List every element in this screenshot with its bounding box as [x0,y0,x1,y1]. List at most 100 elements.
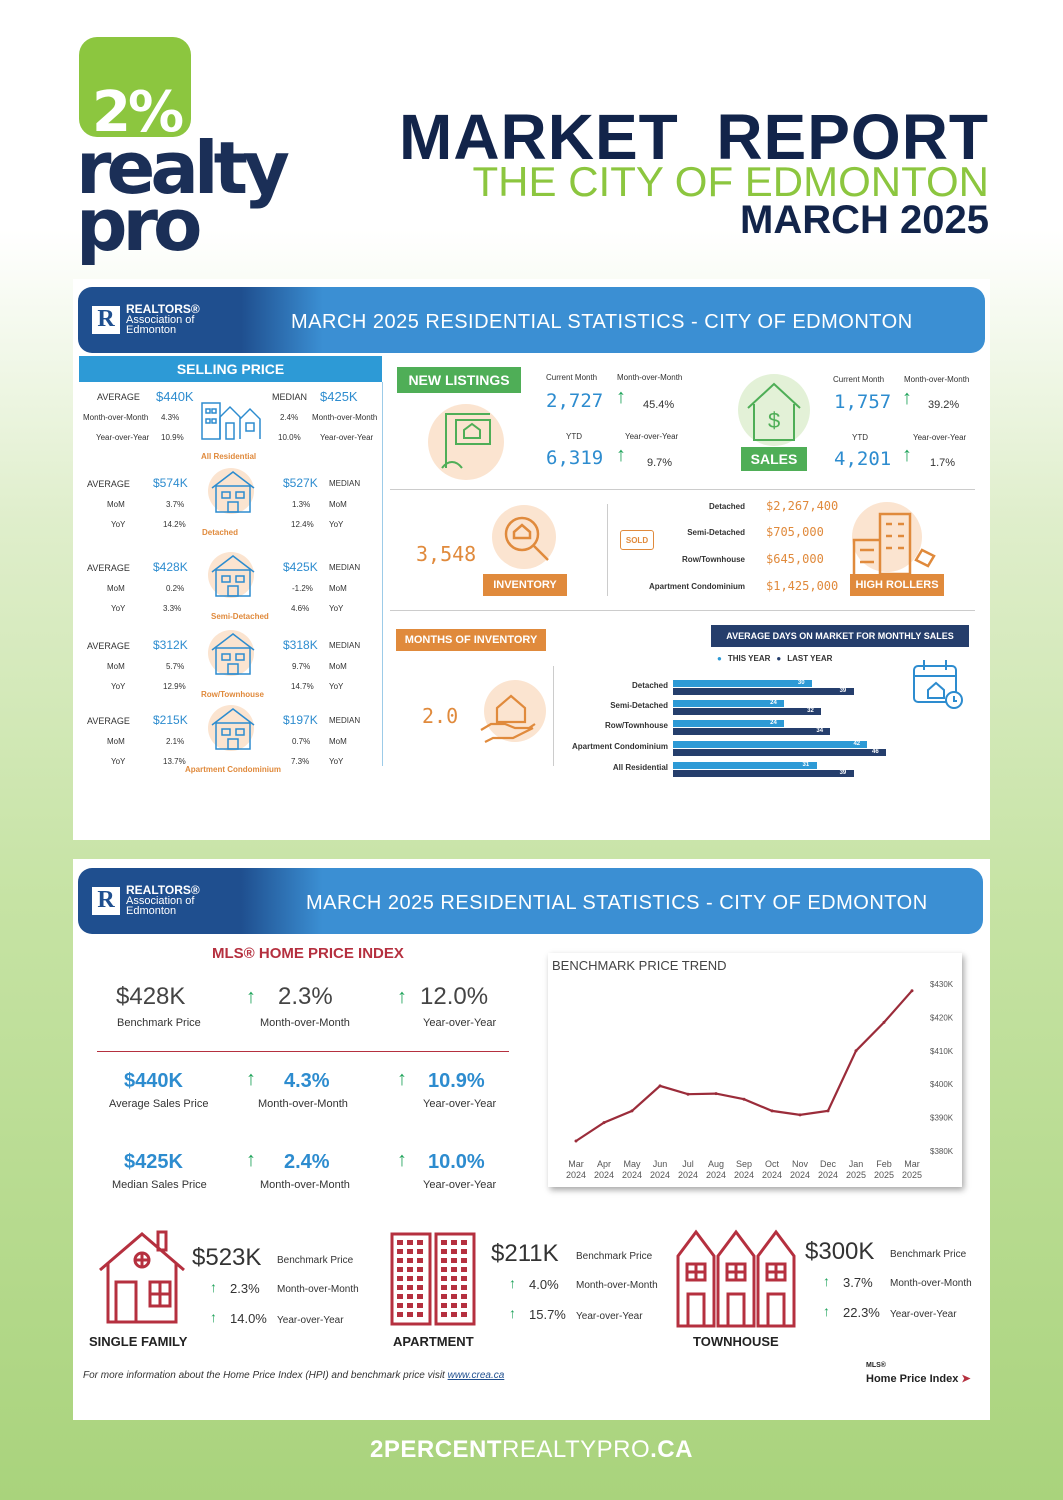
nl-mom: 45.4% [643,399,675,411]
dom-category-label: Apartment Condominium [572,742,668,751]
hpi-note: For more information about the Home Pric… [83,1370,505,1381]
nl-mom-arrow: ↑ [616,386,626,408]
trend-ytick: $400K [930,1080,954,1089]
dom-bar [673,749,886,756]
crea-link[interactable]: www.crea.ca [447,1370,505,1381]
dom-bar-value: 24 [770,720,777,726]
sales-icon-bg [738,374,810,446]
row-med-mom: 0.7% [292,737,311,746]
nl-ytd: 6,319 [546,447,604,469]
benchmark-chart-card [548,953,962,1187]
trend-title: BENCHMARK PRICE TREND [552,958,727,973]
property-type-label: Detached [202,528,239,537]
all-median: $425K [320,389,358,404]
trend-point [686,1092,690,1096]
trend-xtick-year: 2024 [566,1170,586,1180]
panel1-title: MARCH 2025 RESIDENTIAL STATISTICS - CITY… [291,311,913,333]
yoy-label-r: YoY [329,757,344,766]
prop-mom: 3.7% [843,1275,873,1290]
trend-xtick-month: Mar [568,1159,584,1169]
divider-v2 [553,666,554,766]
trend-xtick-year: 2024 [818,1170,838,1180]
mom-label-r: MoM [329,737,347,746]
dom-bar [673,720,785,727]
prop-benchmark-price: $523K [192,1244,262,1271]
row-median: $425K [283,560,318,574]
dom-bar-value: 24 [770,700,777,706]
sales-yoy-label: Year-over-Year [913,433,967,442]
footer-website[interactable]: 2PERCENTREALTYPRO.CA [370,1436,693,1463]
townhouse-icon [676,1229,796,1328]
prop-type-name: TOWNHOUSE [693,1334,779,1349]
selling-price-heading: SELLING PRICE [79,356,382,382]
prop-benchmark-label: Benchmark Price [576,1251,653,1262]
yoy-label: YoY [111,520,126,529]
prop-yoy-label: Year-over-Year [576,1311,643,1322]
trend-xtick-year: 2025 [874,1170,894,1180]
row-avg: $312K [153,638,188,652]
sales-mom-label: Month-over-Month [904,375,970,384]
avg-sales-value: $440K [124,1070,183,1092]
r1-yoy-arrow: ↑ [397,986,407,1008]
r1-mom-arrow: ↑ [246,986,256,1008]
nl-yoy: 9.7% [647,457,673,469]
prop-type-name: APARTMENT [393,1334,474,1349]
luxury-building-icon [852,512,936,576]
hpi-logo-mls: MLS® [866,1362,886,1369]
trend-point [714,1092,718,1096]
row-avg-mom: 5.7% [166,662,185,671]
yoy-label: YoY [111,757,126,766]
trend-xtick-year: 2025 [846,1170,866,1180]
trend-xtick-year: 2024 [734,1170,754,1180]
report-city: THE CITY OF EDMONTON [472,158,989,205]
avg-label: AVERAGE [87,716,130,726]
sales-ytd: 4,201 [834,448,892,470]
trend-ytick: $390K [930,1114,954,1123]
months-inventory-label: MONTHS OF INVENTORY [396,629,546,651]
dom-category-label: All Residential [612,763,668,772]
house-dollar-icon: $ [747,382,801,441]
avg-label: AVERAGE [87,641,130,651]
property-type-label: Apartment Condominium [185,765,281,774]
prop-yoy-arrow: ↑ [210,1309,217,1325]
months-inventory-value: 2.0 [422,704,459,728]
mom-label-r: Month-over-Month [312,413,378,422]
row-avg: $215K [153,713,188,727]
median-label: MEDIAN [329,479,361,488]
avg-sales-mom: 4.3% [284,1070,330,1092]
high-roller-type: Semi-Detached [687,528,745,537]
mom-label: Month-over-Month [83,413,149,422]
prop-yoy: 15.7% [529,1307,566,1322]
prop-mom-arrow: ↑ [823,1273,830,1289]
all-med-yoy: 10.0% [278,433,301,442]
trend-xtick-year: 2025 [902,1170,922,1180]
row-avg-yoy: 3.3% [163,604,182,613]
property-type-icon [211,708,255,750]
mom-label-r: MoM [329,500,347,509]
trend-point [742,1097,746,1101]
dom-bar-value: 42 [853,741,861,747]
legend-last: LAST YEAR [787,654,833,663]
prop-mom-label: Month-over-Month [576,1280,658,1291]
trend-xtick-month: Jul [682,1159,694,1169]
r3-mom-arrow: ↑ [246,1149,256,1171]
r1-yoy-label: Year-over-Year [423,1017,497,1029]
trend-ytick: $380K [930,1147,954,1156]
dom-bar-value: 39 [839,770,847,776]
nl-mom-label: Month-over-Month [617,373,683,382]
trend-point [910,989,914,993]
dom-bar [673,700,785,707]
row-avg-mom: 3.7% [166,500,185,509]
row-avg-yoy: 12.9% [163,682,186,691]
sales-mom: 39.2% [928,399,960,411]
row-med-yoy: 7.3% [291,757,310,766]
single-family-icon [99,1230,185,1324]
sold-sign-icon: SOLD [620,530,654,550]
row-avg: $428K [153,560,188,574]
trend-xtick-year: 2024 [622,1170,642,1180]
prop-type-name: SINGLE FAMILY [89,1334,188,1349]
logo-pro: pro [76,183,202,267]
mom-label: MoM [107,662,125,671]
svg-text:$: $ [768,408,780,433]
listing-sign-icon [441,413,491,469]
